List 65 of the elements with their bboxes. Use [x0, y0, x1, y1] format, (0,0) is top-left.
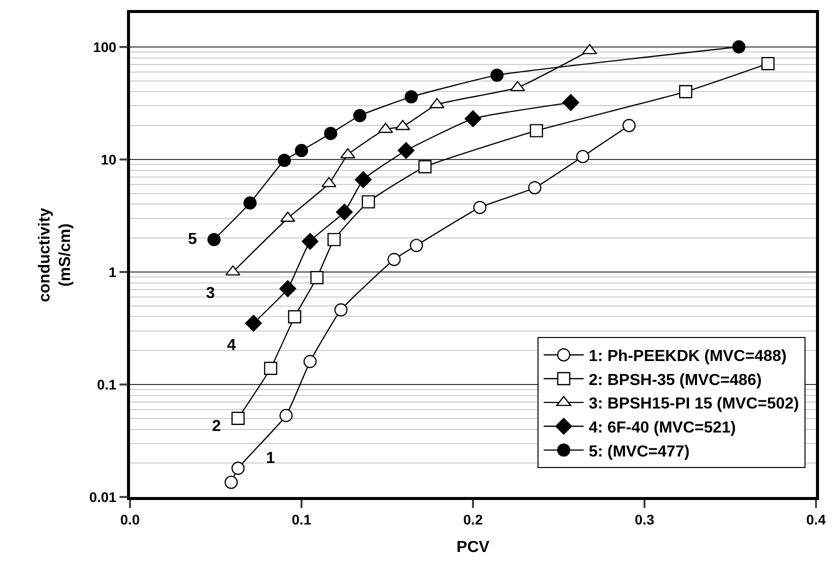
annotation: 1 — [266, 450, 275, 467]
point — [418, 160, 432, 174]
point — [294, 144, 308, 158]
x-tick-label: 0.4 — [806, 512, 826, 528]
legend-label: 4: 6F-40 (MVC=521) — [588, 420, 736, 436]
x-tick-label: 0.3 — [634, 512, 654, 528]
point — [334, 303, 348, 316]
point — [473, 200, 486, 214]
x-axis-title: PCV — [456, 539, 490, 556]
point — [321, 176, 336, 188]
legend-label: 5: (MVC=477) — [588, 443, 690, 460]
annotation: 2 — [212, 418, 221, 435]
point — [225, 265, 240, 276]
legend-label: 2: BPSH-35 (MVC=486) — [588, 372, 762, 389]
point — [410, 238, 424, 252]
point — [679, 85, 692, 98]
point — [336, 204, 353, 221]
point — [224, 476, 238, 489]
y-axis-title: conductivity (mS/cm) — [36, 208, 74, 302]
point — [576, 150, 590, 164]
point — [398, 142, 415, 159]
y-tick-label: 0.1 — [96, 376, 117, 392]
point — [231, 462, 245, 475]
x-tick-label: 0.1 — [292, 512, 312, 528]
point — [310, 271, 324, 284]
annotation: 4 — [227, 337, 236, 354]
point — [303, 354, 317, 368]
point — [353, 109, 366, 122]
point — [395, 120, 410, 130]
x-tick-label: 0.0 — [120, 512, 140, 528]
point — [582, 44, 598, 54]
y-tick-label: 10 — [100, 151, 117, 168]
point — [354, 171, 372, 188]
point — [622, 118, 636, 132]
point — [761, 57, 775, 70]
x-tick-label: 0.2 — [463, 512, 483, 528]
y-tick-label: 1 — [108, 264, 117, 280]
point — [264, 362, 278, 375]
annotation: 3 — [206, 285, 215, 302]
point — [288, 310, 302, 324]
legend-label: 1: Ph-PEEKDK (MVC=488) — [588, 348, 787, 366]
point — [279, 280, 296, 298]
point — [207, 232, 221, 246]
point — [464, 110, 482, 128]
y-tick-label: 100 — [93, 38, 117, 55]
point — [562, 94, 580, 111]
point — [510, 80, 526, 92]
point — [732, 40, 746, 54]
point — [302, 232, 318, 250]
point — [490, 68, 504, 82]
y-tick-label: 0.01 — [89, 488, 117, 505]
point — [388, 252, 401, 266]
point — [231, 412, 245, 425]
point — [327, 232, 341, 246]
point — [279, 408, 293, 422]
point — [404, 90, 418, 104]
annotation: 5 — [188, 231, 197, 248]
point — [324, 126, 338, 140]
point — [362, 195, 375, 208]
point — [245, 314, 262, 332]
point — [528, 181, 542, 194]
legend-label: 3: BPSH15-PI 15 (MVC=502) — [588, 396, 800, 413]
point — [243, 196, 257, 210]
point — [530, 124, 544, 138]
point — [278, 154, 291, 167]
